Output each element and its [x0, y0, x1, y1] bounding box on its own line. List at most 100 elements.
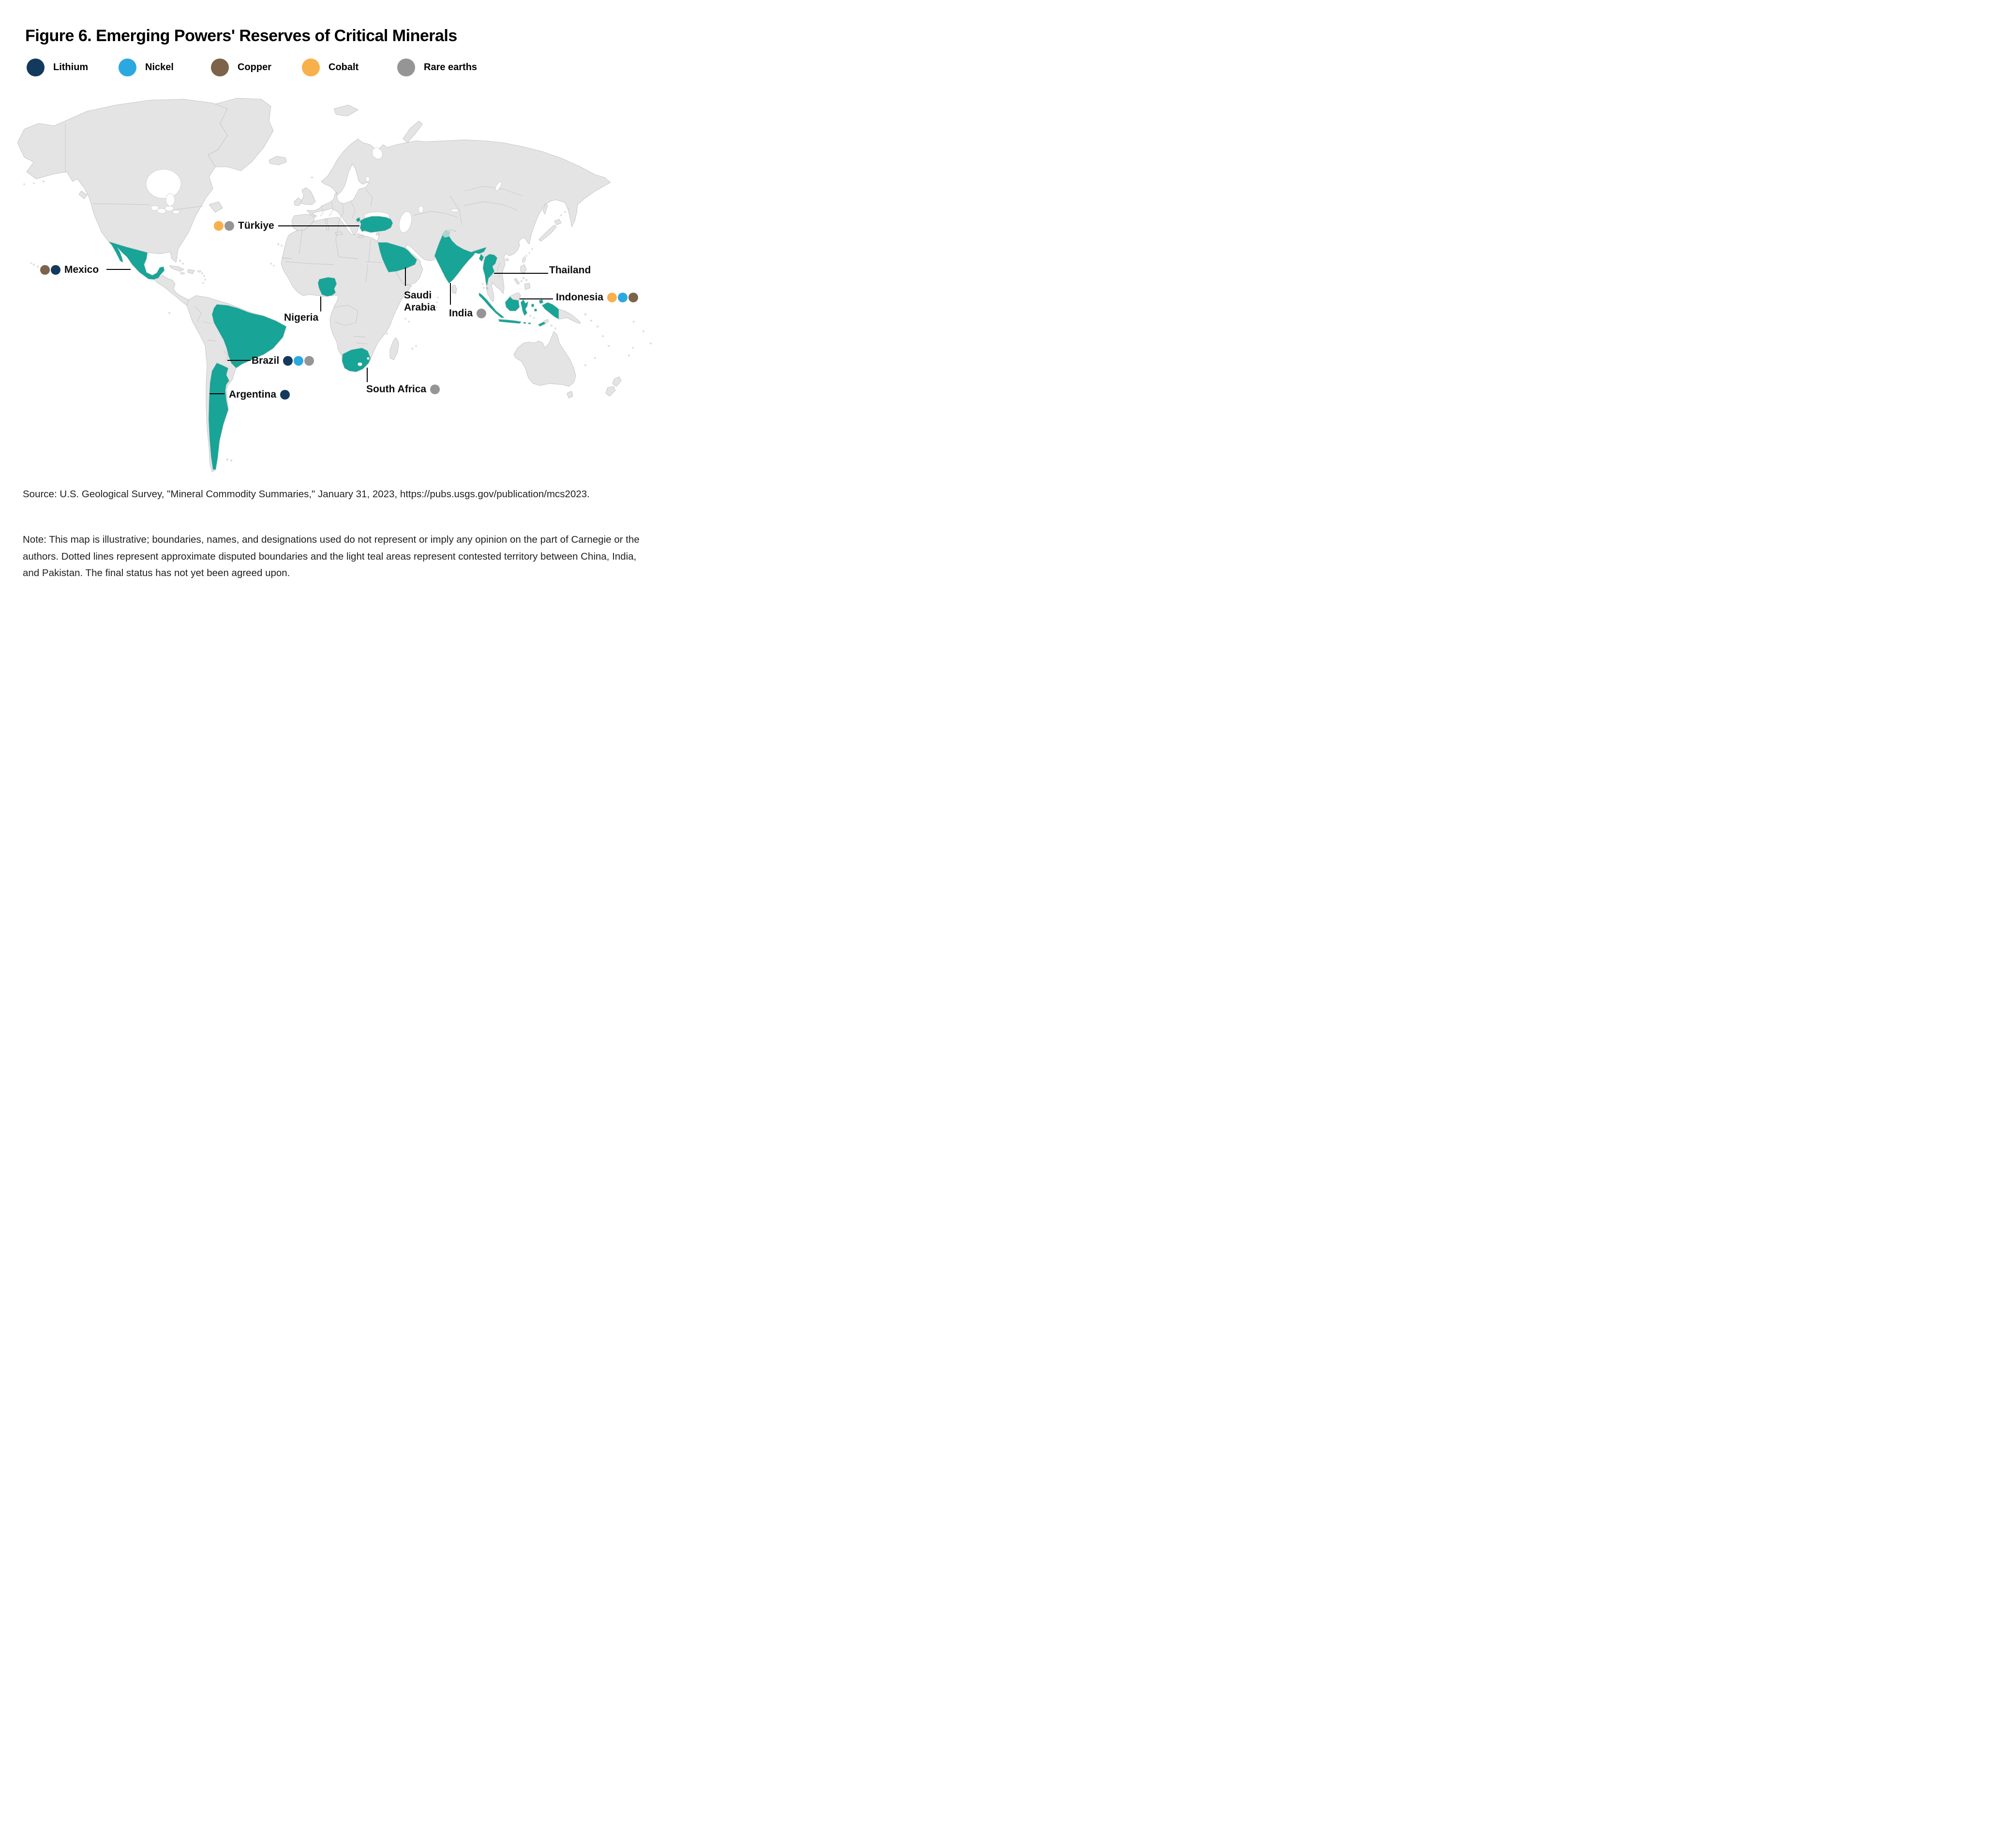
- region-japan: [538, 203, 562, 242]
- region-ireland: [294, 197, 302, 206]
- region-newfoundland: [209, 201, 223, 213]
- country-label-indonesia: Indonesia: [556, 292, 604, 303]
- country-label-india: India: [449, 308, 473, 319]
- country-label-thailand: Thailand: [549, 265, 591, 276]
- copper-legend-dot-icon: [211, 58, 229, 76]
- leader-line-thailand: [494, 273, 548, 274]
- label-row-brazil: Brazil: [252, 355, 314, 367]
- country-label-argentina: Argentina: [229, 389, 277, 400]
- leader-line-south-africa: [367, 368, 368, 382]
- region-central-america: [153, 275, 189, 306]
- nickel-dot-icon: [294, 356, 304, 366]
- leader-line-nigeria: [320, 297, 321, 312]
- label-row-thailand: Thailand: [549, 264, 591, 277]
- region-sri-lanka: [451, 284, 457, 294]
- nickel-legend-dot-icon: [119, 58, 136, 76]
- legend-label-rare-earths: Rare earths: [424, 61, 478, 73]
- leader-line-turkiye: [278, 225, 359, 226]
- cobalt-legend-dot-icon: [302, 58, 320, 76]
- cobalt-dot-icon: [214, 221, 224, 231]
- label-row-india: India: [449, 307, 487, 320]
- disputed-boundaries: [282, 229, 457, 259]
- label-row-nigeria: Nigeria: [284, 312, 318, 324]
- region-madagascar: [389, 337, 399, 360]
- label-row-turkiye: Türkiye: [214, 220, 274, 232]
- country-label-south-africa: South Africa: [366, 384, 427, 395]
- region-great-britain: [299, 187, 316, 205]
- country-nigeria: [317, 277, 337, 297]
- legend-label-cobalt: Cobalt: [329, 61, 359, 73]
- country-indonesia-sulawesi: [520, 299, 529, 316]
- legend-label-nickel: Nickel: [145, 61, 174, 73]
- lithium-legend-dot-icon: [27, 58, 45, 76]
- region-africa: [281, 217, 412, 372]
- country-south-africa: [342, 347, 371, 372]
- country-indonesia-west-timor: [538, 321, 546, 327]
- region-iberia: [291, 214, 316, 231]
- region-malaysia-borneo-cap: [509, 292, 521, 301]
- region-tasmania: [567, 391, 573, 399]
- legend-label-lithium: Lithium: [53, 61, 89, 73]
- figure-page: Figure 6. Emerging Powers' Reserves of C…: [0, 0, 672, 609]
- label-row-south-africa: South Africa: [366, 383, 440, 396]
- region-iceland: [269, 156, 287, 165]
- country-label-turkiye: Türkiye: [238, 220, 274, 231]
- country-thailand: [482, 253, 498, 291]
- region-contested-kashmir: [442, 230, 450, 238]
- country-label-brazil: Brazil: [252, 355, 280, 366]
- legend-item-nickel: Nickel: [119, 58, 174, 76]
- region-med-islands: [325, 219, 380, 238]
- rare-earths-legend-dot-icon: [397, 58, 415, 76]
- leader-line-argentina: [209, 393, 224, 394]
- label-row-saudi-arabia: Saudi Arabia: [404, 289, 435, 313]
- country-indonesia-java: [498, 319, 531, 325]
- legend-item-copper: Copper: [211, 58, 271, 76]
- region-papua-new-guinea: [558, 309, 581, 324]
- leader-line-saudi-arabia: [405, 267, 406, 286]
- country-label-nigeria: Nigeria: [284, 312, 319, 323]
- country-label-mexico: Mexico: [64, 264, 99, 275]
- country-saudi-arabia: [377, 242, 418, 273]
- label-row-indonesia: Indonesia: [556, 291, 639, 304]
- region-philippines: [514, 264, 531, 290]
- leader-line-mexico: [106, 269, 131, 270]
- rare-earths-dot-icon: [477, 309, 487, 318]
- legend-item-cobalt: Cobalt: [302, 58, 358, 76]
- region-australia: [513, 331, 576, 387]
- copper-dot-icon: [40, 265, 50, 275]
- rare-earths-dot-icon: [224, 221, 234, 231]
- legend-item-lithium: Lithium: [27, 58, 88, 76]
- country-indonesia-west-papua: [541, 302, 559, 320]
- nickel-dot-icon: [618, 293, 628, 302]
- small-islands: [23, 177, 652, 462]
- country-indonesia-maluku: [531, 299, 544, 312]
- country-mexico: [108, 241, 165, 280]
- leader-line-india: [450, 283, 451, 305]
- region-new-zealand: [605, 376, 622, 397]
- region-lesotho: [358, 362, 362, 366]
- legend-item-rare-earths: Rare earths: [397, 58, 477, 76]
- leader-line-indonesia: [520, 298, 553, 299]
- label-row-mexico: Mexico: [40, 264, 99, 276]
- country-label-saudi-arabia: Saudi Arabia: [404, 290, 436, 313]
- country-turkiye: [356, 216, 393, 233]
- rare-earths-dot-icon: [304, 356, 314, 366]
- note-text: Note: This map is illustrative; boundari…: [23, 534, 640, 579]
- region-eurasia: [306, 138, 611, 302]
- cobalt-dot-icon: [607, 293, 617, 302]
- region-north-america: [17, 99, 228, 263]
- figure-title: Figure 6. Emerging Powers' Reserves of C…: [25, 27, 457, 45]
- label-row-argentina: Argentina: [229, 388, 290, 401]
- legend-label-copper: Copper: [238, 61, 271, 73]
- lithium-dot-icon: [280, 390, 290, 400]
- country-argentina: [208, 362, 230, 470]
- leader-line-brazil: [227, 360, 251, 361]
- region-eswatini: [367, 357, 370, 360]
- highlighted-countries: [108, 216, 559, 470]
- country-indonesia-sumatra: [478, 292, 505, 318]
- region-caribbean: [169, 265, 195, 274]
- country-brazil: [211, 304, 287, 369]
- region-vancouver-island: [78, 191, 88, 199]
- source-text: Source: U.S. Geological Survey, "Mineral…: [23, 489, 590, 500]
- lithium-dot-icon: [51, 265, 60, 275]
